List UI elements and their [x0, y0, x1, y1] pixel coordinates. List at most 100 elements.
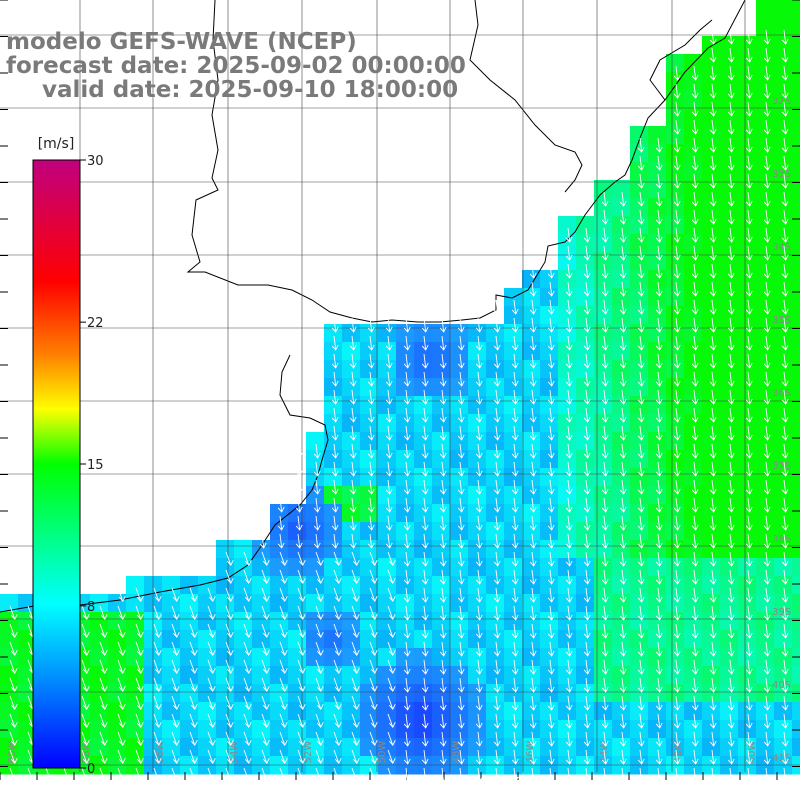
wind-arrow [745, 371, 753, 387]
wind-arrow [727, 389, 735, 405]
wind-speed-cell [558, 234, 577, 253]
wind-arrow [637, 695, 645, 711]
wind-speed-cell [774, 252, 793, 271]
wind-speed-cell [396, 324, 415, 343]
wind-speed-cell [594, 324, 613, 343]
wind-arrow [297, 641, 306, 657]
wind-speed-cell [684, 126, 703, 145]
wind-arrow [673, 173, 681, 189]
wind-arrow [331, 371, 339, 387]
wind-arrow [637, 623, 645, 639]
wind-arrow [295, 443, 303, 459]
wind-speed-cell [576, 450, 595, 469]
wind-arrow [81, 623, 90, 639]
wind-speed-cell [414, 396, 433, 415]
wind-speed-cell [702, 288, 721, 307]
wind-speed-cell [468, 324, 487, 343]
wind-speed-cell [666, 576, 685, 595]
wind-speed-cell [180, 738, 199, 757]
wind-speed-cell [684, 252, 703, 271]
wind-arrow [637, 407, 645, 423]
wind-speed-field [0, 0, 800, 775]
wind-arrow [583, 281, 591, 297]
longitude-label: 58W [81, 741, 92, 764]
wind-arrow [421, 479, 429, 495]
wind-arrow [673, 551, 681, 567]
wind-speed-cell [684, 594, 703, 613]
wind-speed-cell [234, 612, 253, 631]
wind-speed-cell [342, 540, 361, 559]
wind-arrow [349, 425, 357, 441]
wind-arrow [135, 605, 144, 621]
wind-speed-cell [612, 594, 631, 613]
wind-speed-cell [792, 666, 800, 685]
wind-speed-cell [684, 414, 703, 433]
wind-speed-cell [342, 414, 361, 433]
wind-speed-cell [270, 612, 289, 631]
wind-speed-cell [216, 612, 235, 631]
wind-arrow [207, 641, 216, 657]
wind-speed-cell [594, 666, 613, 685]
wind-speed-cell [396, 540, 415, 559]
wind-arrow [727, 281, 735, 297]
latitude-label: 39S [772, 607, 791, 618]
wind-arrow [9, 605, 18, 621]
wind-arrow [655, 677, 663, 693]
wind-speed-cell [270, 738, 289, 757]
wind-speed-cell [540, 612, 559, 631]
wind-arrow [529, 731, 537, 747]
wind-arrow [709, 209, 717, 225]
wind-speed-cell [558, 216, 577, 235]
wind-arrow [619, 317, 627, 333]
wind-arrow [601, 587, 609, 603]
wind-speed-cell [414, 378, 433, 397]
wind-arrow [601, 317, 609, 333]
wind-speed-cell [450, 486, 469, 505]
wind-speed-cell [792, 144, 800, 163]
wind-speed-cell [342, 720, 361, 739]
wind-speed-cell [180, 612, 199, 631]
wind-speed-cell [522, 306, 541, 325]
wind-speed-cell [162, 702, 181, 721]
wind-arrow [691, 137, 699, 153]
wind-speed-cell [648, 666, 667, 685]
wind-speed-cell [738, 126, 757, 145]
wind-arrow [637, 317, 645, 333]
wind-arrow [457, 479, 465, 495]
wind-speed-cell [0, 630, 19, 649]
wind-arrow [135, 587, 144, 603]
wind-speed-cell [702, 216, 721, 235]
wind-arrow [727, 587, 735, 603]
wind-arrow [421, 623, 429, 639]
wind-speed-cell [324, 594, 343, 613]
wind-speed-cell [594, 288, 613, 307]
wind-speed-cell [738, 396, 757, 415]
wind-speed-cell [342, 702, 361, 721]
wind-speed-cell [756, 504, 775, 523]
wind-speed-cell [594, 738, 613, 757]
wind-arrow [781, 479, 789, 495]
wind-arrow [781, 245, 789, 261]
wind-speed-cell [378, 648, 397, 667]
wind-speed-cell [774, 162, 793, 181]
wind-arrow [225, 587, 234, 603]
wind-arrow [421, 425, 429, 441]
wind-arrow [709, 281, 717, 297]
longitude-label: 52W [303, 741, 314, 764]
wind-arrow [349, 353, 357, 369]
wind-arrow [781, 641, 789, 657]
wind-arrow [9, 677, 18, 693]
wind-arrow [439, 515, 447, 531]
wind-arrow [745, 191, 753, 207]
wind-arrow [403, 551, 411, 567]
wind-arrow [189, 659, 198, 675]
wind-speed-cell [558, 396, 577, 415]
wind-arrow [493, 623, 501, 639]
wind-speed-cell [162, 720, 181, 739]
wind-speed-cell [198, 576, 217, 595]
wind-speed-cell [666, 648, 685, 667]
wind-arrow [493, 695, 501, 711]
wind-speed-cell [396, 360, 415, 379]
wind-speed-cell [378, 432, 397, 451]
